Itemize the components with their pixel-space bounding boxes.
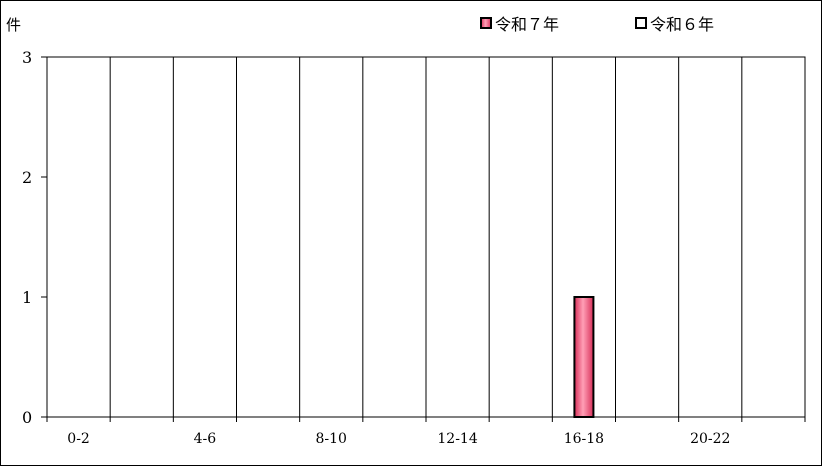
legend-label: 令和６年 bbox=[650, 15, 714, 34]
legend-swatch bbox=[635, 17, 647, 29]
x-tick-label: 20-22 bbox=[690, 431, 730, 447]
y-unit-label: 件 bbox=[6, 16, 21, 34]
x-tick-label: 4-6 bbox=[194, 431, 217, 447]
y-tick-label: 2 bbox=[22, 168, 32, 187]
bar-reiwa7 bbox=[573, 296, 595, 418]
x-tick-label: 0-2 bbox=[67, 431, 90, 447]
x-tick-label: 12-14 bbox=[437, 431, 477, 447]
plot-area: 0 1 2 3 0-2 4-6 8-10 12-14 16-18 20-22 bbox=[22, 48, 806, 447]
y-tick-label: 0 bbox=[22, 408, 32, 427]
x-tick-label: 16-18 bbox=[564, 431, 604, 447]
y-tick-label: 3 bbox=[22, 48, 32, 67]
legend: 令和７年 令和６年 bbox=[480, 15, 714, 34]
legend-label: 令和７年 bbox=[495, 15, 559, 34]
x-tick-label: 8-10 bbox=[316, 431, 347, 447]
y-tick-label: 1 bbox=[22, 288, 32, 307]
legend-swatch bbox=[480, 17, 492, 29]
